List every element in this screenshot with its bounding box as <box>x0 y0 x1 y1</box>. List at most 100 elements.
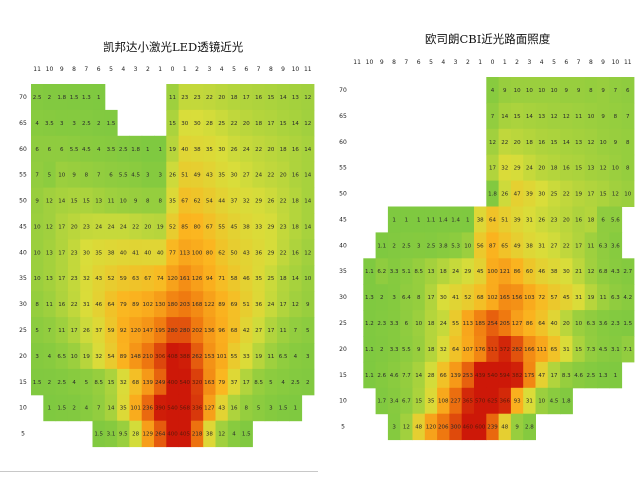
cell-value-label: 1.1 <box>365 269 374 275</box>
cell-value-label: 26 <box>169 173 176 179</box>
x-tick-label: 1 <box>158 66 162 73</box>
cell-value-label: 14 <box>415 373 422 379</box>
cell-value-label: 19 <box>575 192 582 198</box>
cell-value-label: 1.5 <box>57 406 66 412</box>
cell-value-label: 408 <box>167 354 178 360</box>
heatmap-cell <box>523 102 536 130</box>
heatmap-cell <box>424 361 438 389</box>
heatmap-cell <box>190 368 204 396</box>
cell-value-label: 14 <box>292 276 299 282</box>
cell-value-label: 14 <box>563 140 570 146</box>
cell-value-label: 29 <box>464 269 471 275</box>
heatmap-cell <box>621 180 635 207</box>
heatmap-cell <box>166 187 180 214</box>
cell-value-label: 180 <box>167 302 178 308</box>
heatmap-cell <box>510 336 524 363</box>
cell-value-label: 20 <box>280 173 287 179</box>
heatmap-cell <box>597 284 610 311</box>
heatmap-cell <box>449 232 463 259</box>
cell-value-label: 32 <box>501 166 508 172</box>
cell-value-label: 107 <box>463 347 474 353</box>
cell-value-label: 2.5 <box>82 121 91 127</box>
cell-value-label: 5 <box>257 406 261 412</box>
cell-value-label: 15 <box>415 399 422 405</box>
cell-value-label: 6.4 <box>402 295 411 301</box>
heatmap-cell <box>80 291 93 318</box>
heatmap-cell <box>80 343 93 370</box>
heatmap-cell <box>547 206 561 233</box>
heatmap-cell <box>523 232 536 259</box>
heatmap-cell <box>597 310 610 337</box>
cell-value-label: 7 <box>614 88 618 94</box>
cell-value-label: 43 <box>206 173 213 179</box>
x-tick-label: 6 <box>97 66 101 73</box>
heatmap-cell <box>289 84 303 111</box>
heatmap-cell <box>141 291 155 318</box>
cell-value-label: 203 <box>180 302 191 308</box>
cell-value-label: 2 <box>48 95 52 101</box>
heatmap-cell <box>55 135 69 163</box>
heatmap-cell <box>141 343 155 370</box>
heatmap-cell <box>227 161 241 189</box>
cell-value-label: 365 <box>463 399 474 405</box>
cell-value-label: 7.3 <box>587 347 596 353</box>
heatmap-cell <box>141 213 155 240</box>
y-tick-label: 10 <box>19 405 27 412</box>
cell-value-label: 17 <box>58 250 65 256</box>
heatmap-cell <box>400 206 413 233</box>
heatmap-cell <box>104 368 118 396</box>
heatmap-cell <box>535 232 549 259</box>
y-tick-label: 25 <box>19 327 27 334</box>
heatmap-cell <box>92 394 106 422</box>
cell-value-label: 40 <box>120 250 127 256</box>
heatmap-cell <box>412 258 426 285</box>
heatmap-cell <box>203 84 216 111</box>
cell-value-label: 6 <box>626 88 630 94</box>
heatmap-cell <box>474 206 487 233</box>
heatmap-cell <box>510 154 524 182</box>
heatmap-cell <box>387 361 401 389</box>
cell-value-label: 18 <box>292 199 299 205</box>
heatmap-cell <box>227 291 241 318</box>
heatmap-cell <box>31 317 44 344</box>
heatmap-cell <box>80 84 93 111</box>
cell-value-label: 2.5 <box>57 380 66 386</box>
heatmap-cell <box>31 187 44 214</box>
heatmap-cell <box>547 387 561 415</box>
x-tick-label: 3 <box>134 66 138 73</box>
heatmap-cell <box>67 187 81 214</box>
heatmap-cell <box>498 180 512 207</box>
heatmap-cell <box>154 394 167 422</box>
heatmap-cell <box>301 265 315 292</box>
cell-value-label: 18 <box>231 95 238 101</box>
cell-value-label: 22 <box>280 199 287 205</box>
heatmap-cell <box>523 284 536 311</box>
heatmap-cell <box>264 161 278 189</box>
heatmap-cell <box>498 128 512 156</box>
heatmap-cell <box>203 394 216 422</box>
cell-value-label: 13 <box>95 199 102 205</box>
heatmap-cell <box>498 413 512 441</box>
x-tick-label: 1 <box>478 59 482 66</box>
heatmap-cell <box>584 128 598 156</box>
cell-value-label: 96 <box>218 328 225 334</box>
x-tick-label: 9 <box>601 59 605 66</box>
heatmap-cell <box>597 206 610 233</box>
heatmap-cell <box>129 420 143 448</box>
cell-value-label: 25 <box>218 121 225 127</box>
x-tick-label: 4 <box>540 59 544 66</box>
cell-value-label: 336 <box>192 406 203 412</box>
heatmap-cell <box>117 265 130 292</box>
heatmap-cell <box>584 77 598 104</box>
heatmap-cell <box>215 161 229 189</box>
heatmap-cell <box>560 102 573 130</box>
heatmap-cell <box>227 109 241 137</box>
heatmap-cell <box>584 361 598 389</box>
heatmap-cell <box>154 265 167 292</box>
heatmap-cell <box>55 84 69 111</box>
y-tick-label: 60 <box>339 139 347 146</box>
x-tick-label: 10 <box>612 59 620 66</box>
cell-value-label: 163 <box>204 380 215 386</box>
cell-value-label: 18 <box>428 321 435 327</box>
heatmap-cell <box>621 336 635 363</box>
